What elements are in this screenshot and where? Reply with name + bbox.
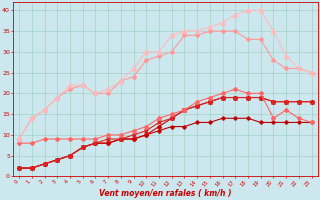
X-axis label: Vent moyen/en rafales ( km/h ): Vent moyen/en rafales ( km/h ) [99,189,232,198]
